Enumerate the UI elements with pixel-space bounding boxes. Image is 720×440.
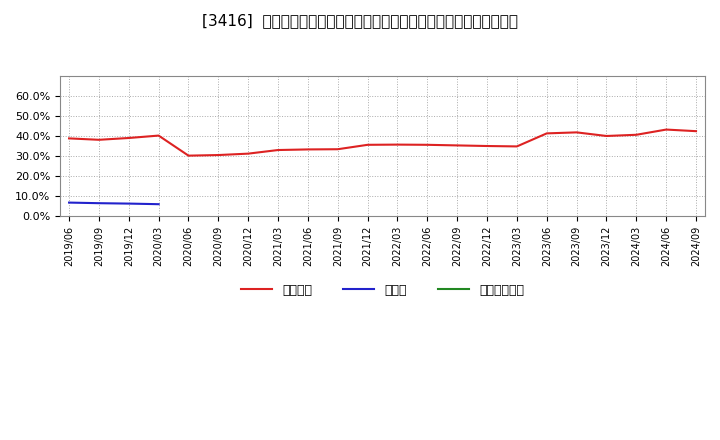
自己資本: [542, 131, 551, 136]
自己資本: [65, 136, 73, 141]
自己資本: [662, 127, 670, 132]
自己資本: [154, 133, 163, 138]
自己資本: [602, 133, 611, 139]
自己資本: [482, 143, 491, 149]
Legend: 自己資本, のれん, 繰延税金資産: 自己資本, のれん, 繰延税金資産: [235, 279, 529, 302]
自己資本: [423, 142, 432, 147]
自己資本: [572, 130, 581, 135]
自己資本: [393, 142, 402, 147]
自己資本: [333, 147, 342, 152]
自己資本: [184, 153, 193, 158]
のれん: [154, 202, 163, 207]
自己資本: [513, 144, 521, 149]
のれん: [65, 200, 73, 205]
Text: [3416]  自己資本、のれん、繰延税金資産の総資産に対する比率の推移: [3416] 自己資本、のれん、繰延税金資産の総資産に対する比率の推移: [202, 13, 518, 28]
自己資本: [632, 132, 641, 137]
Line: のれん: のれん: [69, 202, 158, 204]
自己資本: [453, 143, 462, 148]
自己資本: [94, 137, 103, 143]
自己資本: [304, 147, 312, 152]
自己資本: [364, 142, 372, 147]
のれん: [94, 201, 103, 206]
Line: 自己資本: 自己資本: [69, 129, 696, 156]
自己資本: [274, 147, 282, 153]
のれん: [125, 201, 133, 206]
自己資本: [125, 136, 133, 141]
自己資本: [692, 128, 701, 134]
自己資本: [244, 151, 253, 156]
自己資本: [214, 152, 222, 158]
